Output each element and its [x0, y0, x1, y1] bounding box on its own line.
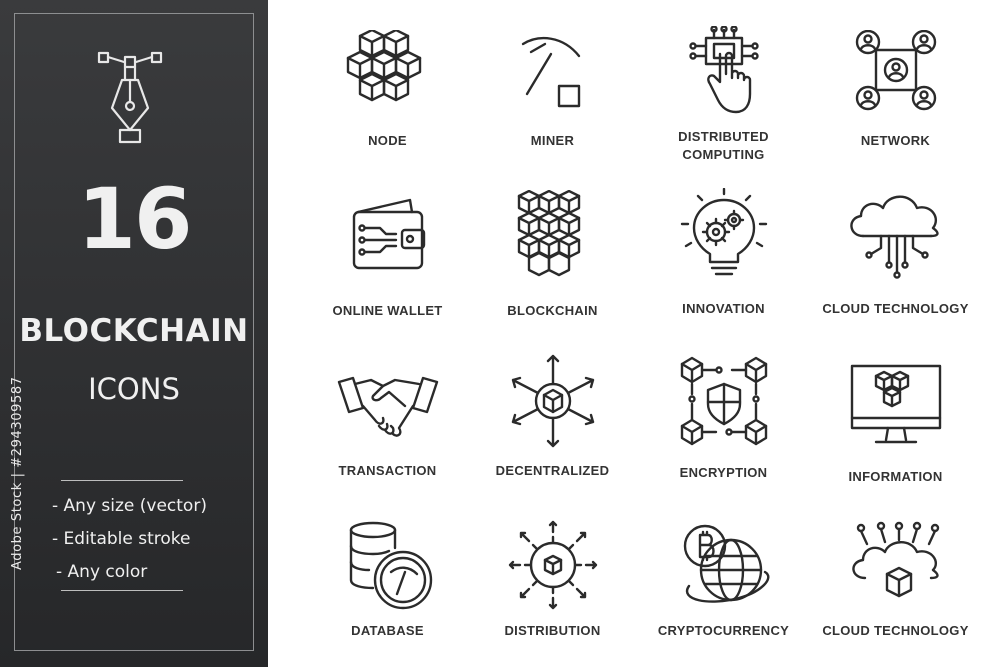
icon-label: NETWORK: [860, 133, 931, 148]
icon-grid: NODE MINER DISTRIBUTED COMPUTING: [300, 0, 1000, 667]
icon-tile: BLOCKCHAIN: [465, 190, 640, 320]
blockchain-cubes-icon: [517, 190, 580, 277]
icon-tile: DISTRIBUTED COMPUTING: [636, 26, 811, 164]
icon-tile: DATABASE: [300, 520, 475, 640]
shield-cubes-icon: [680, 356, 767, 446]
pickaxe-icon: [521, 37, 580, 108]
icon-label: DECENTRALIZED: [495, 463, 610, 478]
panel-subtitle: ICONS: [88, 372, 180, 406]
icon-label: ENCRYPTION: [679, 465, 768, 480]
icon-label: NODE: [368, 133, 407, 148]
feature-item: - Any color: [56, 562, 148, 582]
feature-item: - Editable stroke: [52, 529, 191, 549]
icon-tile: CLOUD TECHNOLOGY: [808, 520, 983, 640]
icon-tile: TRANSACTION: [300, 360, 475, 480]
icon-label: DISTRIBUTED COMPUTING: [636, 128, 811, 164]
chip-hand-icon: [688, 26, 759, 114]
decentralized-arrows-icon: [511, 354, 594, 448]
divider-bottom: [61, 590, 183, 591]
pen-tool-icon: [97, 51, 163, 144]
divider-top: [61, 480, 183, 481]
icon-label: CRYPTOCURRENCY: [657, 623, 790, 638]
feature-item: - Any size (vector): [52, 496, 207, 516]
icon-label: MINER: [530, 133, 575, 148]
icon-label: DISTRIBUTION: [504, 623, 601, 638]
label-line: DISTRIBUTED: [678, 129, 769, 144]
icon-label: INNOVATION: [682, 301, 765, 316]
feature-list: - Any size (vector) - Editable stroke - …: [52, 490, 252, 589]
panel-frame: [14, 13, 254, 651]
label-line: COMPUTING: [682, 147, 765, 162]
node-cubes-icon: [346, 30, 421, 102]
icon-tile: INFORMATION: [808, 360, 983, 486]
stock-id-label: Adobe Stock | #294309587: [10, 376, 25, 570]
icon-count: 16: [77, 170, 193, 268]
icon-label: INFORMATION: [848, 469, 943, 484]
icon-tile: DISTRIBUTION: [465, 520, 640, 640]
monitor-cubes-icon: [850, 364, 941, 444]
cloud-circuit-icon: [849, 195, 939, 279]
icon-label: TRANSACTION: [338, 463, 437, 478]
icon-label: DATABASE: [351, 623, 424, 638]
icon-tile: MINER: [465, 30, 640, 150]
promo-side-panel: 16 BLOCKCHAIN ICONS - Any size (vector) …: [0, 0, 268, 667]
panel-title: BLOCKCHAIN: [19, 313, 249, 349]
icon-tile: ONLINE WALLET: [300, 190, 475, 320]
cloud-cube-icon: [851, 521, 939, 598]
icon-tile: INNOVATION: [636, 188, 811, 318]
bitcoin-globe-icon: [683, 524, 769, 603]
wallet-icon: [352, 198, 425, 270]
network-users-icon: [855, 30, 936, 111]
handshake-icon: [337, 376, 438, 437]
icon-label: CLOUD TECHNOLOGY: [822, 623, 969, 638]
icon-tile: NODE: [300, 30, 475, 150]
icon-label: ONLINE WALLET: [332, 303, 443, 318]
icon-tile: CRYPTOCURRENCY: [636, 520, 811, 640]
lightbulb-gears-icon: [680, 188, 767, 276]
icon-label: CLOUD TECHNOLOGY: [822, 301, 969, 316]
gear-arrows-icon: [508, 520, 597, 610]
icon-label: BLOCKCHAIN: [507, 303, 598, 318]
icon-tile: NETWORK: [808, 30, 983, 150]
icon-tile: ENCRYPTION: [636, 354, 811, 482]
database-pickaxe-icon: [349, 521, 432, 610]
icon-tile: CLOUD TECHNOLOGY: [808, 188, 983, 318]
icon-tile: DECENTRALIZED: [465, 352, 640, 480]
